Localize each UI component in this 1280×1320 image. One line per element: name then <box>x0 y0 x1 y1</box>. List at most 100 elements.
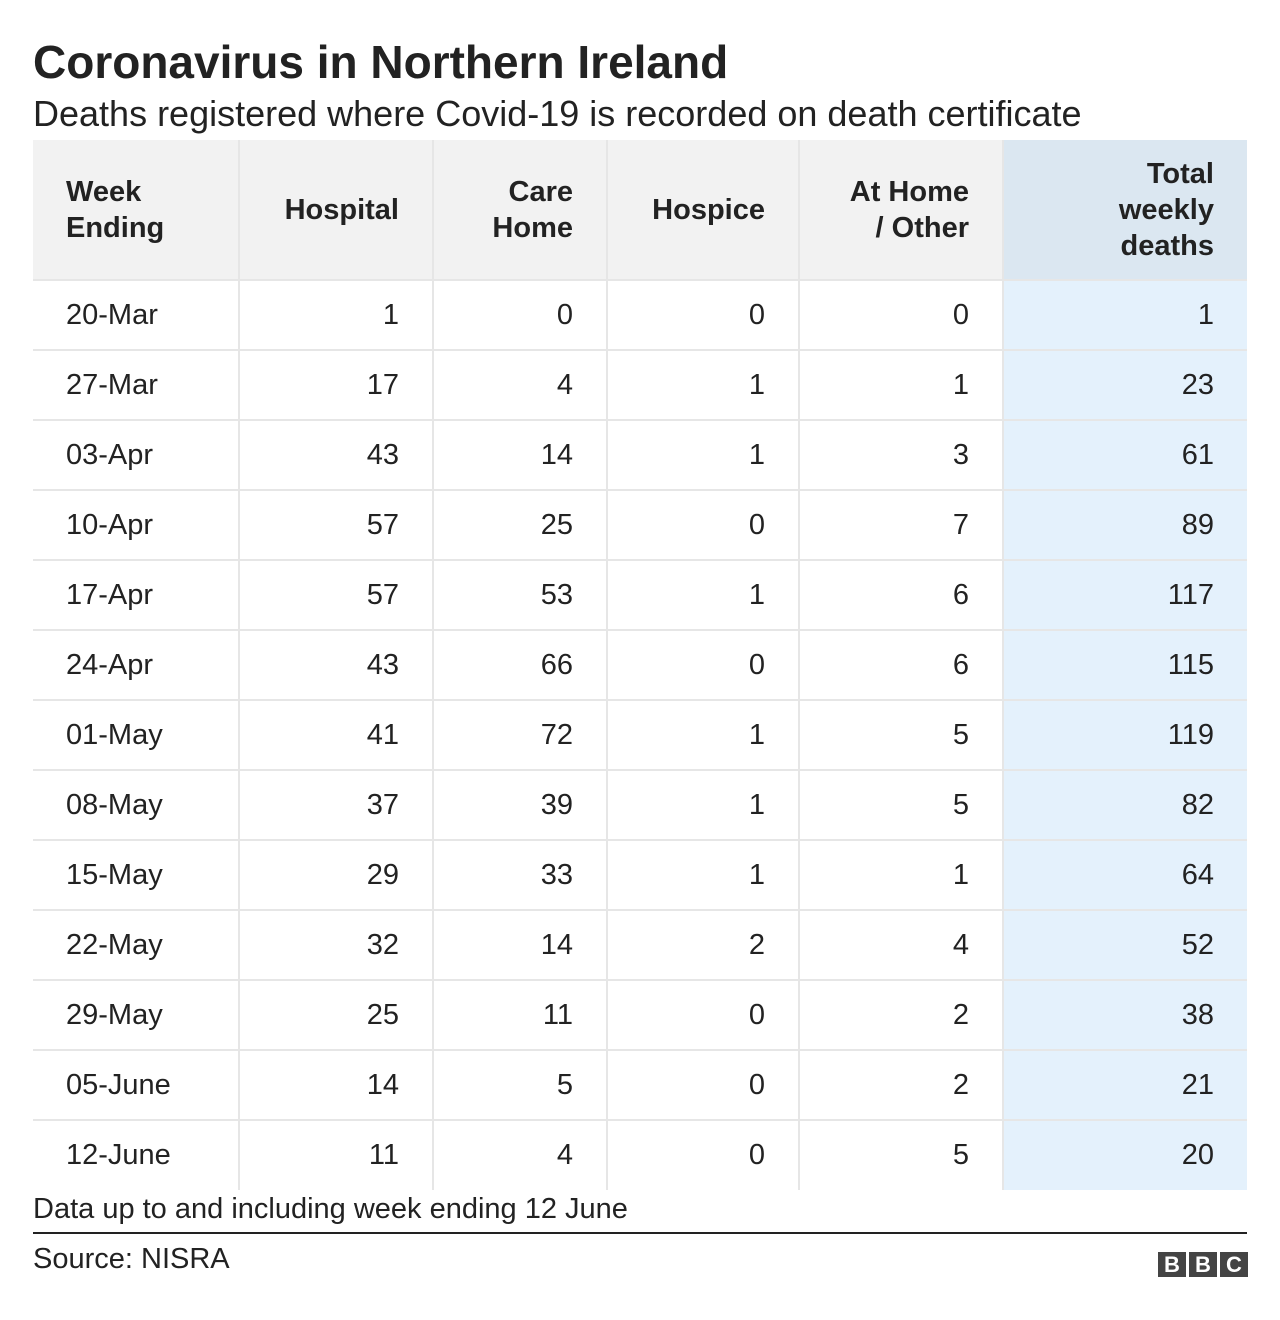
cell-care-home: 14 <box>433 910 608 981</box>
cell-care-home: 14 <box>433 420 608 491</box>
cell-total: 38 <box>1003 980 1247 1051</box>
column-header-line: Week <box>66 175 142 208</box>
cell-care-home: 33 <box>433 840 608 911</box>
cell-total: 52 <box>1003 910 1247 981</box>
cell-hospice: 0 <box>607 1120 800 1190</box>
cell-week: 15-May <box>33 840 240 911</box>
cell-total: 1 <box>1003 280 1247 351</box>
cell-hospital: 43 <box>239 630 434 701</box>
table-row: 24-Apr 43 66 0 6 115 <box>33 630 1247 701</box>
cell-hospice: 2 <box>607 910 800 981</box>
cell-care-home: 11 <box>433 980 608 1051</box>
table-row: 27-Mar 17 4 1 1 23 <box>33 350 1247 421</box>
cell-at-home: 1 <box>799 350 1004 421</box>
cell-hospital: 11 <box>239 1120 434 1190</box>
cell-week: 08-May <box>33 770 240 841</box>
table-row: 20-Mar 1 0 0 0 1 <box>33 280 1247 351</box>
table-row: 08-May 37 39 1 5 82 <box>33 770 1247 841</box>
cell-week: 29-May <box>33 980 240 1051</box>
table-header: Week Ending Hospital Care Home Hospice At Home… <box>33 140 1247 281</box>
table-body: 20-Mar 1 0 0 0 1 27-Mar 17 4 1 1 23 03-Apr 43 14 1 3 61 10… <box>33 280 1247 1190</box>
cell-at-home: 2 <box>799 980 1004 1051</box>
column-header-hospice: Hospice <box>607 140 800 281</box>
cell-at-home: 5 <box>799 770 1004 841</box>
cell-week: 12-June <box>33 1120 240 1190</box>
cell-total: 89 <box>1003 490 1247 561</box>
cell-hospice: 1 <box>607 420 800 491</box>
cell-total: 119 <box>1003 700 1247 771</box>
cell-total: 82 <box>1003 770 1247 841</box>
cell-total: 21 <box>1003 1050 1247 1121</box>
column-header-total: Total weekly deaths <box>1003 140 1247 281</box>
column-header-hospital: Hospital <box>239 140 434 281</box>
cell-hospice: 1 <box>607 840 800 911</box>
cell-at-home: 7 <box>799 490 1004 561</box>
cell-hospital: 25 <box>239 980 434 1051</box>
column-header-line: Care <box>508 175 574 208</box>
cell-at-home: 5 <box>799 1120 1004 1190</box>
column-header-line: Ending <box>66 211 165 244</box>
chart-subtitle: Deaths registered where Covid-19 is reco… <box>33 93 1082 134</box>
cell-hospice: 1 <box>607 700 800 771</box>
bbc-logo: B B C <box>1158 1252 1248 1277</box>
cell-week: 17-Apr <box>33 560 240 631</box>
cell-hospital: 1 <box>239 280 434 351</box>
cell-total: 23 <box>1003 350 1247 421</box>
table-row: 03-Apr 43 14 1 3 61 <box>33 420 1247 491</box>
cell-at-home: 6 <box>799 630 1004 701</box>
cell-hospital: 37 <box>239 770 434 841</box>
cell-hospital: 32 <box>239 910 434 981</box>
column-header-care-home: Care Home <box>433 140 608 281</box>
header-row: Week Ending Hospital Care Home Hospice At Home… <box>33 140 1247 281</box>
cell-hospice: 1 <box>607 770 800 841</box>
column-header-line: / Other <box>875 211 969 244</box>
table-row: 17-Apr 57 53 1 6 117 <box>33 560 1247 631</box>
cell-week: 05-June <box>33 1050 240 1121</box>
cell-care-home: 4 <box>433 1120 608 1190</box>
column-header-at-home: At Home / Other <box>799 140 1004 281</box>
logo-letter: B <box>1158 1252 1186 1277</box>
table-row: 12-June 11 4 0 5 20 <box>33 1120 1247 1190</box>
cell-week: 27-Mar <box>33 350 240 421</box>
cell-at-home: 5 <box>799 700 1004 771</box>
cell-week: 10-Apr <box>33 490 240 561</box>
table-row: 05-June 14 5 0 2 21 <box>33 1050 1247 1121</box>
cell-total: 61 <box>1003 420 1247 491</box>
column-header-line: Hospital <box>284 193 399 226</box>
cell-week: 20-Mar <box>33 280 240 351</box>
table-row: 10-Apr 57 25 0 7 89 <box>33 490 1247 561</box>
cell-at-home: 3 <box>799 420 1004 491</box>
cell-total: 115 <box>1003 630 1247 701</box>
cell-hospital: 41 <box>239 700 434 771</box>
cell-care-home: 66 <box>433 630 608 701</box>
column-header-line: Total <box>1146 157 1214 190</box>
cell-hospice: 0 <box>607 490 800 561</box>
column-header-line: Home <box>492 211 573 244</box>
cell-hospice: 1 <box>607 350 800 421</box>
cell-at-home: 6 <box>799 560 1004 631</box>
logo-letter: C <box>1220 1252 1248 1277</box>
cell-hospice: 0 <box>607 980 800 1051</box>
column-header-line: weekly <box>1118 193 1214 226</box>
cell-at-home: 4 <box>799 910 1004 981</box>
table-row: 22-May 32 14 2 4 52 <box>33 910 1247 981</box>
cell-care-home: 0 <box>433 280 608 351</box>
cell-hospital: 57 <box>239 560 434 631</box>
cell-care-home: 25 <box>433 490 608 561</box>
cell-hospital: 17 <box>239 350 434 421</box>
column-header-line: deaths <box>1120 229 1214 262</box>
cell-care-home: 53 <box>433 560 608 631</box>
cell-total: 64 <box>1003 840 1247 911</box>
deaths-table-container: Week Ending Hospital Care Home Hospice At Home… <box>33 140 1247 1190</box>
cell-week: 22-May <box>33 910 240 981</box>
column-header-line: At Home <box>849 175 969 208</box>
chart-title: Coronavirus in Northern Ireland <box>33 36 729 88</box>
cell-hospital: 14 <box>239 1050 434 1121</box>
column-header-week: Week Ending <box>33 140 240 281</box>
logo-letter: B <box>1189 1252 1217 1277</box>
table-row: 15-May 29 33 1 1 64 <box>33 840 1247 911</box>
cell-hospital: 57 <box>239 490 434 561</box>
cell-at-home: 2 <box>799 1050 1004 1121</box>
deaths-table: Week Ending Hospital Care Home Hospice At Home… <box>33 140 1247 1190</box>
cell-week: 24-Apr <box>33 630 240 701</box>
